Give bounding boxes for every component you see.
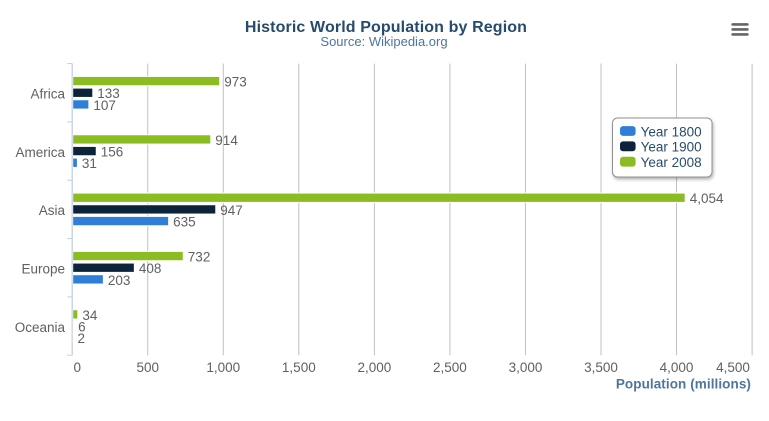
svg-text:0: 0 [74, 360, 82, 375]
svg-text:107: 107 [93, 98, 116, 113]
svg-text:America: America [15, 145, 65, 160]
svg-text:Africa: Africa [30, 87, 65, 102]
svg-text:2,500: 2,500 [433, 360, 467, 375]
svg-text:3,500: 3,500 [584, 360, 618, 375]
svg-text:1,000: 1,000 [206, 360, 240, 375]
svg-text:6: 6 [78, 319, 86, 334]
svg-text:Historic World Population by R: Historic World Population by Region [245, 19, 527, 36]
svg-text:408: 408 [139, 261, 162, 276]
svg-text:Asia: Asia [39, 203, 66, 218]
svg-text:Population (millions): Population (millions) [616, 376, 751, 391]
svg-text:500: 500 [136, 360, 159, 375]
svg-text:3,000: 3,000 [509, 360, 543, 375]
svg-text:4,000: 4,000 [660, 360, 694, 375]
svg-text:2,000: 2,000 [357, 360, 391, 375]
svg-text:Europe: Europe [21, 262, 65, 277]
svg-text:2: 2 [78, 331, 86, 346]
svg-text:1,500: 1,500 [282, 360, 316, 375]
svg-text:973: 973 [224, 75, 247, 90]
svg-text:Year 1900: Year 1900 [641, 140, 702, 155]
svg-text:635: 635 [173, 214, 196, 229]
svg-text:947: 947 [220, 203, 243, 218]
svg-text:914: 914 [215, 133, 238, 148]
svg-text:Oceania: Oceania [15, 320, 66, 335]
svg-text:Source: Wikipedia.org: Source: Wikipedia.org [320, 34, 447, 49]
svg-text:133: 133 [97, 86, 120, 101]
svg-text:4,054: 4,054 [690, 191, 724, 206]
svg-text:34: 34 [82, 308, 98, 323]
svg-text:Year 1800: Year 1800 [641, 124, 702, 139]
svg-text:156: 156 [101, 144, 124, 159]
svg-text:4,500: 4,500 [716, 360, 750, 375]
svg-text:203: 203 [108, 273, 131, 288]
svg-text:Year 2008: Year 2008 [641, 155, 702, 170]
svg-text:732: 732 [188, 249, 211, 264]
svg-text:31: 31 [82, 156, 97, 171]
